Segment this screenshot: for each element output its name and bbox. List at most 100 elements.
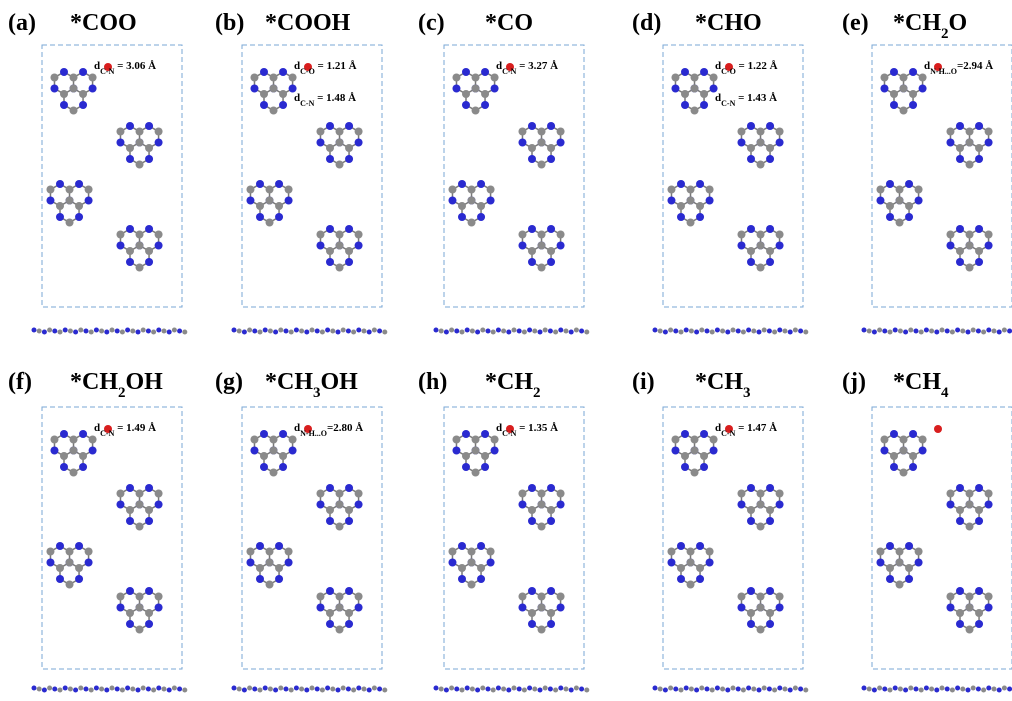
side-atom [867,687,872,692]
atom [687,548,695,556]
atom [260,430,268,438]
side-atom [527,328,532,333]
side-atom [741,688,746,693]
atom [975,258,983,266]
atom [316,490,324,498]
side-atom [725,330,730,335]
side-atom [351,330,356,335]
side-atom [141,328,146,333]
atom [896,548,904,556]
side-atom [564,329,569,334]
side-atom [37,329,42,334]
note-sub: C-O [300,67,315,76]
atom [909,452,917,460]
side-atom [689,687,694,692]
side-atom [454,687,459,692]
side-atom [668,328,673,333]
atom [687,581,695,589]
atom [747,620,755,628]
atom [876,548,884,556]
side-atom [247,328,252,333]
side-atom [558,328,563,333]
side-atom [315,687,320,692]
title-part: *CH [893,10,941,36]
atom [956,122,964,130]
atom [116,231,124,239]
atom [316,501,324,509]
atom [776,490,784,498]
atom [547,587,555,595]
atom [946,128,954,136]
cell-box [42,45,182,307]
side-atom [767,329,772,334]
atom [336,501,344,509]
side-atom [258,330,263,335]
side-atom [125,686,130,691]
atom [966,501,974,509]
atom [70,436,78,444]
atom [487,197,495,205]
side-atom [351,688,356,693]
atom [985,231,993,239]
note-sub: C-N [300,99,314,108]
side-atom [538,330,543,335]
cell-box [42,407,182,669]
side-atom [694,688,699,693]
side-atom [242,688,247,693]
atom [687,559,695,567]
side-atom [32,328,37,333]
side-atom [746,686,751,691]
atom [528,258,536,266]
atom [671,74,679,82]
atom [876,186,884,194]
atom [289,447,297,455]
atom [336,264,344,272]
atom [538,161,546,169]
side-atom [94,328,99,333]
atom [355,242,363,250]
title-part: *CH [70,369,118,395]
atom [905,564,913,572]
side-atom [950,330,955,335]
side-atom [136,688,141,693]
atom [270,85,278,93]
atom [518,242,526,250]
atom [275,564,283,572]
atom [260,101,268,109]
side-atom [336,330,341,335]
atom [472,447,480,455]
atom [946,139,954,147]
side-atom [867,329,872,334]
atom [681,68,689,76]
atom [915,559,923,567]
note-text: = 1.43 Å [735,92,777,104]
atom [966,523,974,531]
panel: (d)*CHOdC-O = 1.22 ÅdC-N = 1.43 Å [632,10,808,335]
side-atom [736,687,741,692]
side-atom [777,686,782,691]
side-atom [888,330,893,335]
atom [538,626,546,634]
atom [56,180,64,188]
atom [56,202,64,210]
side-atom [177,687,182,692]
side-atom [315,329,320,334]
side-atom [929,687,934,692]
atom [547,620,555,628]
atom [145,620,153,628]
atom [909,430,917,438]
atom [316,128,324,136]
atom [487,548,495,556]
figure: (a)*COOdC-N = 3.06 Å(b)*COOHdC-O = 1.21 … [0,0,1012,701]
side-atom [705,687,710,692]
atom [116,593,124,601]
side-atom [517,329,522,334]
side-atom [439,687,444,692]
atom [326,225,334,233]
side-atom [120,688,125,693]
atom [747,247,755,255]
atom [285,548,293,556]
side-atom [346,687,351,692]
title-part: *CH [695,369,743,395]
atom [776,604,784,612]
